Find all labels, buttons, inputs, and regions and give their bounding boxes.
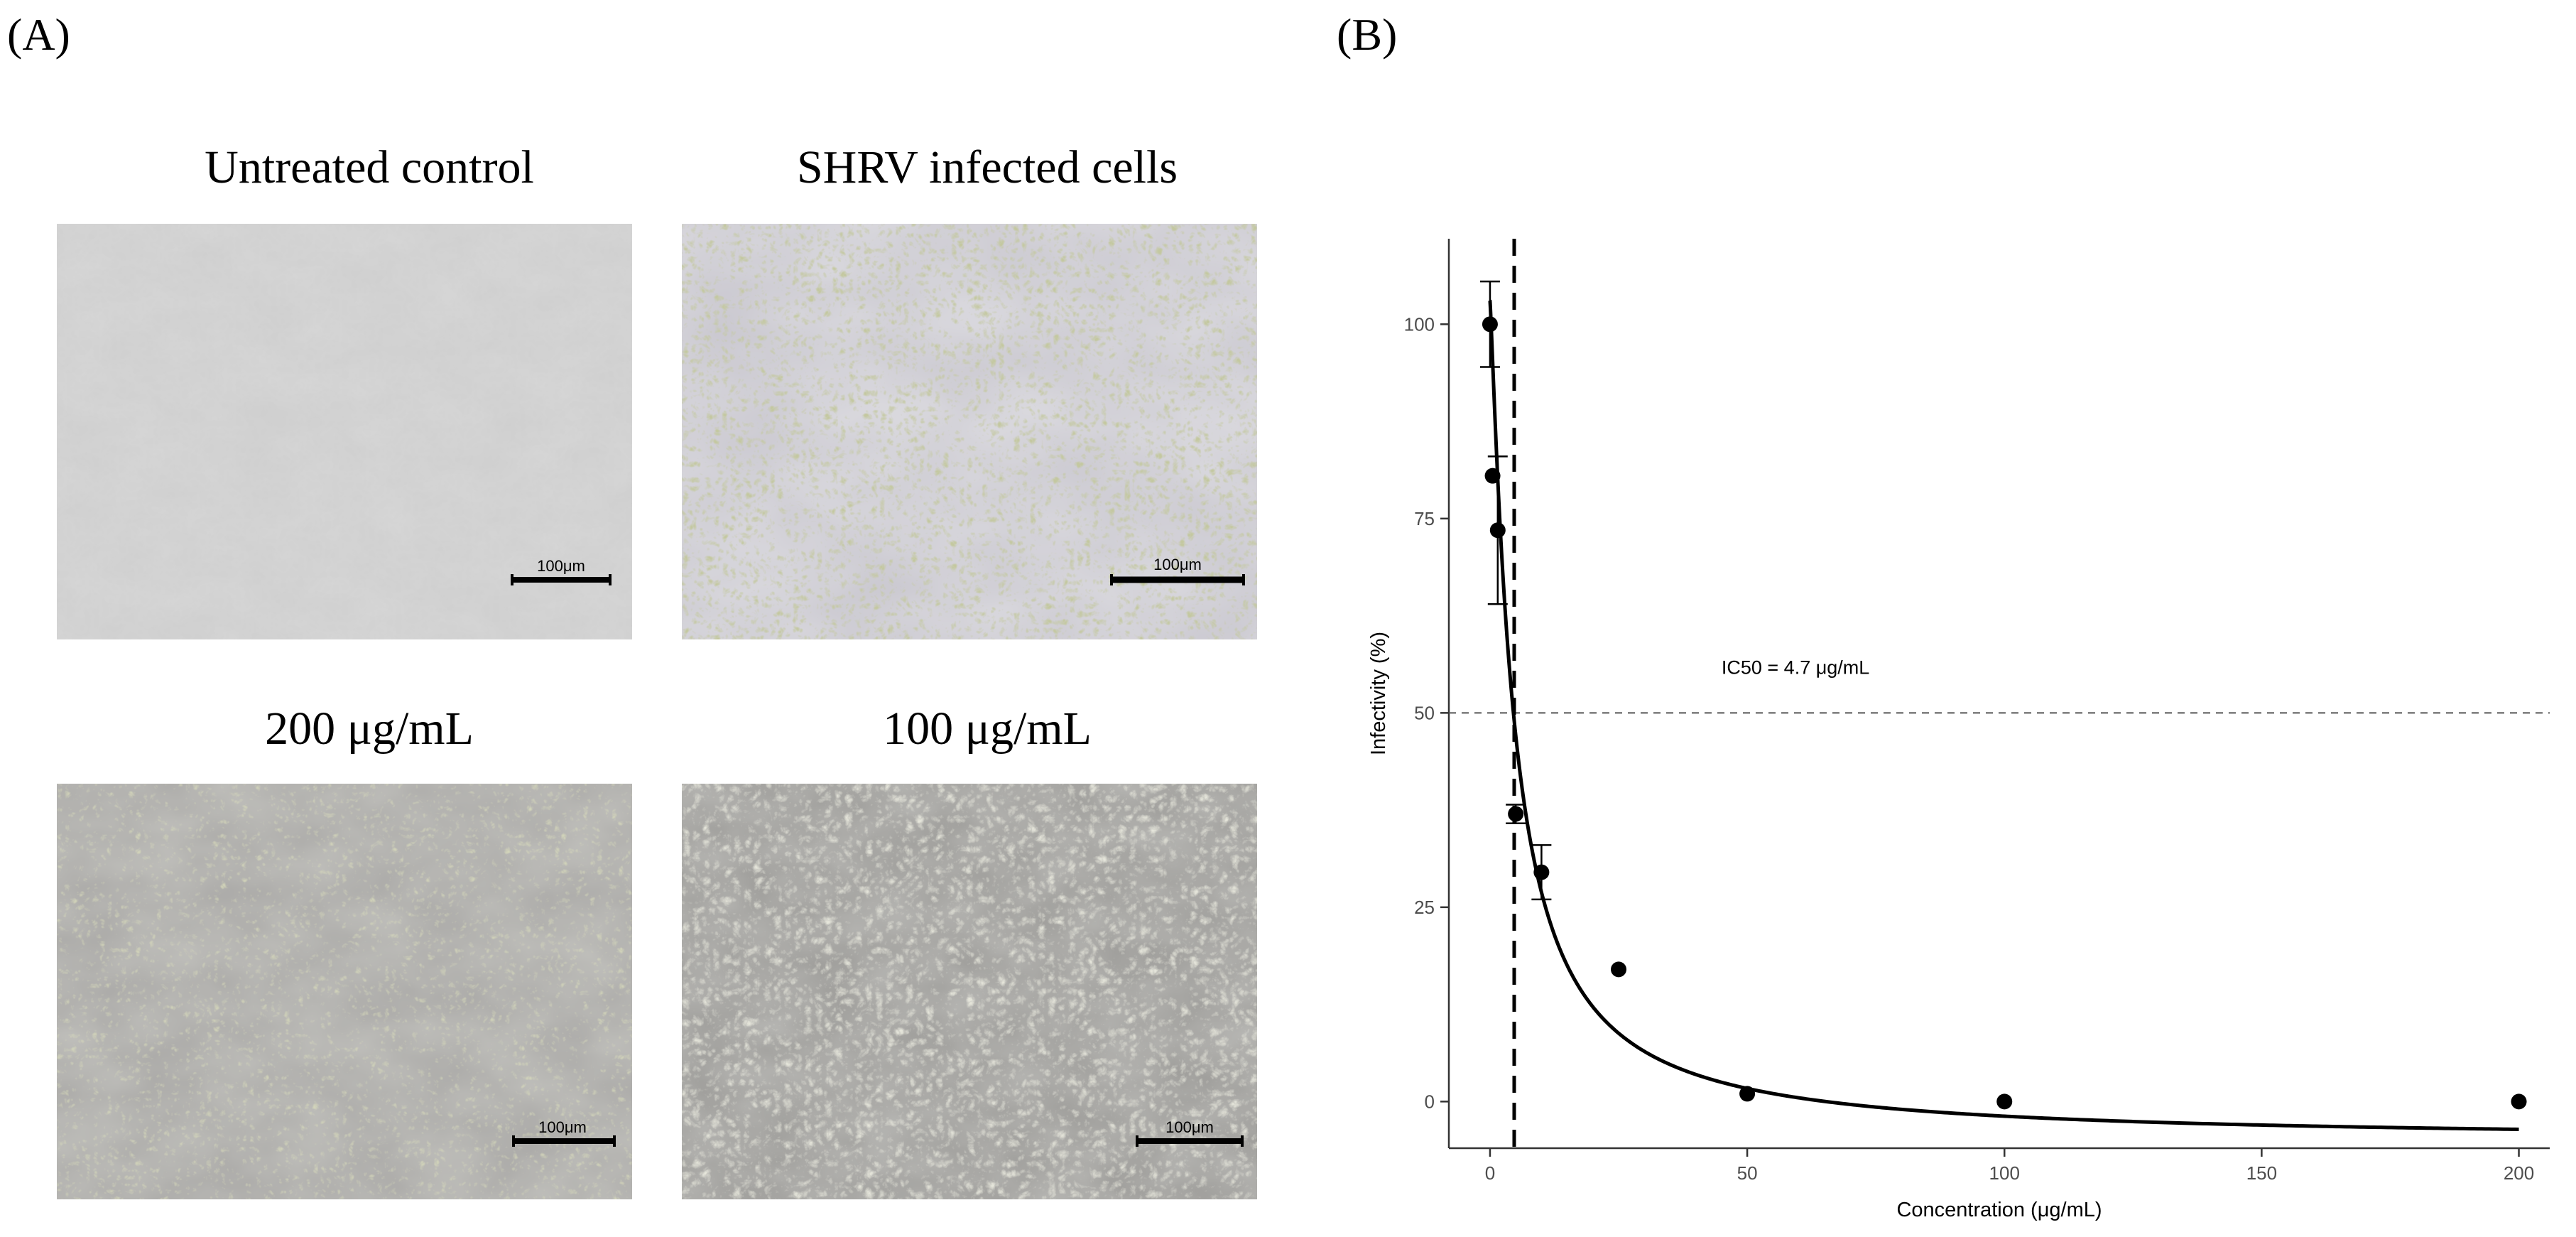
micrograph-200-ug-ml xyxy=(57,784,632,1199)
y-axis-label: Infectivity (%) xyxy=(1367,632,1390,755)
data-point xyxy=(1611,961,1627,978)
panel-label-b: (B) xyxy=(1337,9,1398,60)
scale-bar-label: 100μm xyxy=(538,1118,587,1136)
y-tick-label: 25 xyxy=(1414,897,1435,918)
chart-guides xyxy=(1449,239,2550,1148)
scale-bar-label: 100μm xyxy=(1153,556,1202,573)
micrograph-100-ug-ml xyxy=(682,784,1257,1199)
scale-bar xyxy=(512,1135,616,1147)
scale-bar xyxy=(511,574,612,585)
x-axis-label: Concentration (μg/mL) xyxy=(1896,1199,2102,1221)
micrograph-title: SHRV infected cells xyxy=(796,141,1178,193)
data-point xyxy=(1533,864,1550,880)
x-tick-label: 150 xyxy=(2246,1162,2277,1184)
y-tick-label: 100 xyxy=(1404,313,1435,335)
x-tick-label: 100 xyxy=(1989,1162,2020,1184)
y-tick-label: 0 xyxy=(1425,1091,1435,1112)
data-point xyxy=(1482,316,1498,333)
micrograph-title: 200 μg/mL xyxy=(265,703,474,755)
x-tick-label: 200 xyxy=(2504,1162,2534,1184)
scale-bar xyxy=(1110,574,1245,585)
data-point xyxy=(1489,522,1506,539)
fit-curve-path xyxy=(1488,299,2519,1131)
scale-bar xyxy=(1136,1135,1244,1147)
data-point xyxy=(1996,1093,2013,1110)
data-point xyxy=(1739,1086,1756,1102)
micrograph-title: Untreated control xyxy=(205,141,534,193)
scale-bar-label: 100μm xyxy=(1165,1118,1214,1136)
x-tick-label: 50 xyxy=(1737,1162,1758,1184)
scale-bar-label: 100μm xyxy=(537,557,585,575)
chart-axes: 0 50 100 150 200 0 25 50 75 100 xyxy=(1404,239,2550,1184)
y-tick-label: 75 xyxy=(1414,508,1435,529)
data-point xyxy=(1508,806,1524,822)
micrograph-untreated-control xyxy=(57,224,632,639)
data-point xyxy=(2511,1093,2527,1110)
micrograph-shrv-infected xyxy=(682,224,1257,639)
y-tick-label: 50 xyxy=(1414,702,1435,723)
data-point xyxy=(1484,468,1501,484)
panel-label-a: (A) xyxy=(7,9,70,60)
chart-points xyxy=(1479,280,2527,1110)
chart-fit-curve xyxy=(1488,299,2519,1131)
x-tick-label: 0 xyxy=(1485,1162,1495,1184)
ic50-annotation: IC50 = 4.7 μg/mL xyxy=(1722,657,1869,679)
micrograph-title: 100 μg/mL xyxy=(883,703,1092,755)
